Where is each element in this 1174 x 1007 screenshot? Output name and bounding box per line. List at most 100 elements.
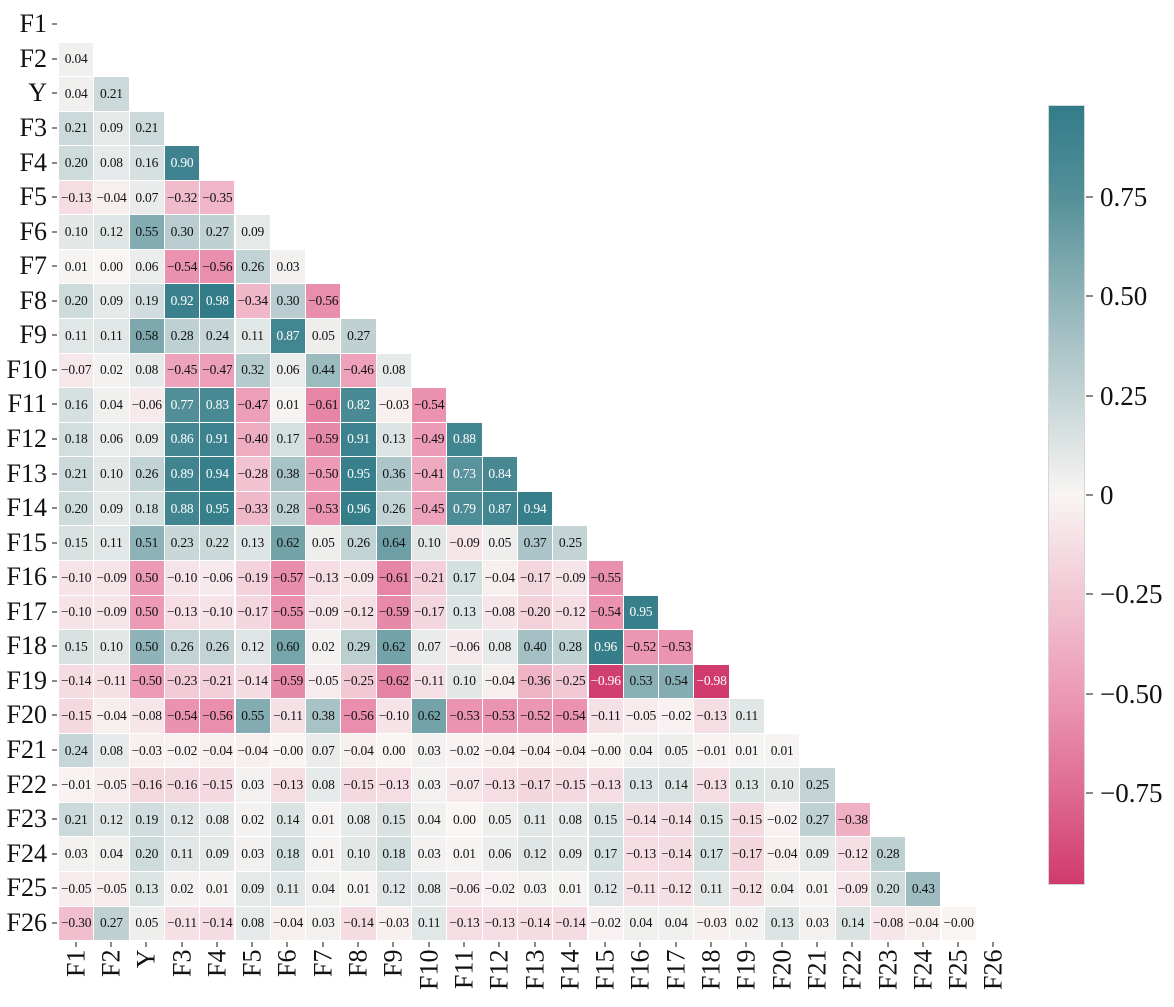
- x-tick-mark: [145, 942, 148, 948]
- y-tick-label: F18: [6, 631, 47, 661]
- y-tick-label: F21: [6, 735, 47, 765]
- x-tick-label: F9: [378, 949, 408, 978]
- heatmap-cell: −0.23: [163, 663, 201, 700]
- heatmap-cell: 0.27: [799, 801, 836, 838]
- heatmap-cell: −0.62: [375, 663, 412, 700]
- heatmap-cell: 0.05: [305, 318, 342, 354]
- heatmap-cell: −0.04: [199, 732, 236, 769]
- heatmap-cell: 0.02: [728, 905, 765, 942]
- y-tick-label: F2: [19, 43, 47, 73]
- x-tick-mark: [251, 942, 254, 948]
- heatmap-cell: −0.09: [340, 559, 377, 596]
- x-tick-label: F12: [484, 949, 514, 991]
- heatmap-cell: 0.00: [446, 801, 483, 838]
- heatmap-cell: −0.07: [446, 767, 483, 803]
- heatmap-cell: 0.12: [516, 836, 554, 872]
- colorbar-tick-mark: [1086, 295, 1093, 298]
- heatmap-cell: 0.13: [128, 871, 165, 907]
- heatmap-cell: −0.19: [234, 559, 271, 596]
- heatmap-cell: 0.30: [269, 283, 307, 320]
- heatmap-cell: 0.17: [446, 559, 483, 596]
- heatmap-cell: −0.13: [481, 905, 518, 942]
- heatmap-cell: 0.50: [128, 559, 165, 596]
- heatmap-cell: −0.10: [58, 594, 95, 631]
- heatmap-cell: −0.17: [411, 594, 448, 631]
- heatmap-cell: 0.07: [411, 629, 448, 665]
- heatmap-cell: 0.14: [834, 905, 871, 942]
- heatmap-cell: −0.13: [163, 594, 201, 631]
- heatmap-cell: −0.05: [622, 698, 660, 734]
- heatmap-cell: 0.09: [552, 836, 589, 872]
- heatmap-cell: −0.13: [446, 905, 483, 942]
- heatmap-cell: −0.09: [446, 525, 483, 561]
- heatmap-cell: 0.24: [58, 732, 95, 769]
- y-tick-mark: [52, 92, 57, 95]
- heatmap-cell: 0.11: [163, 836, 201, 872]
- heatmap-cell: 0.10: [411, 525, 448, 561]
- heatmap-cell: −0.04: [481, 732, 518, 769]
- heatmap-cell: −0.12: [834, 836, 871, 872]
- colorbar-tick-mark: [1086, 494, 1093, 496]
- heatmap-cell: 0.27: [93, 905, 130, 942]
- x-tick-label: F2: [96, 949, 126, 978]
- heatmap-cell: −0.50: [305, 456, 342, 492]
- y-tick-mark: [52, 265, 57, 268]
- heatmap-cell: 0.03: [411, 836, 448, 872]
- heatmap-cell: −0.04: [905, 905, 942, 942]
- heatmap-cell: −0.53: [305, 490, 342, 527]
- heatmap-cell: −0.11: [269, 698, 307, 734]
- x-tick-mark: [321, 942, 324, 948]
- heatmap-cell: 0.37: [516, 525, 554, 561]
- x-tick-mark: [74, 942, 77, 948]
- heatmap-cell: −0.54: [587, 594, 624, 631]
- heatmap-cell: 0.03: [58, 836, 95, 872]
- heatmap-cell: 0.13: [234, 525, 271, 561]
- heatmap-cell: 0.12: [93, 214, 130, 250]
- heatmap-cell: −0.25: [340, 663, 377, 700]
- heatmap-cell: 0.08: [234, 905, 271, 942]
- x-tick-label: F23: [873, 949, 903, 991]
- x-tick-label: F22: [837, 949, 867, 991]
- heatmap-cell: −0.11: [93, 663, 130, 700]
- heatmap-cell: 0.20: [128, 836, 165, 872]
- heatmap-cell: 0.24: [199, 318, 236, 354]
- heatmap-cell: −0.13: [58, 179, 95, 216]
- heatmap-cell: 0.08: [411, 871, 448, 907]
- heatmap-cell: 0.03: [516, 871, 554, 907]
- heatmap-cell: −0.00: [940, 905, 977, 942]
- heatmap-cell: 0.55: [234, 698, 271, 734]
- heatmap-cell: 0.08: [552, 801, 589, 838]
- heatmap-cell: 0.91: [340, 421, 377, 458]
- heatmap-cell: 0.44: [305, 352, 342, 389]
- x-tick-label: F3: [167, 949, 197, 978]
- colorbar-tick-label: −0.50: [1100, 678, 1163, 709]
- y-tick-mark: [52, 783, 57, 786]
- heatmap-cell: 0.60: [269, 629, 307, 665]
- heatmap-cell: 0.84: [481, 456, 518, 492]
- heatmap-cell: −0.46: [340, 352, 377, 389]
- heatmap-cell: −0.14: [234, 663, 271, 700]
- heatmap-cell: −0.15: [199, 767, 236, 803]
- heatmap-cell: 0.38: [269, 456, 307, 492]
- heatmap-cell: 0.43: [905, 871, 942, 907]
- y-tick-label: Y: [28, 78, 47, 108]
- y-tick-mark: [52, 161, 57, 164]
- heatmap-cell: 0.08: [93, 732, 130, 769]
- heatmap-cell: 0.04: [58, 41, 95, 78]
- heatmap-cell: −0.59: [305, 421, 342, 458]
- heatmap-cell: 0.82: [340, 387, 377, 423]
- heatmap-cell: 0.03: [305, 905, 342, 942]
- heatmap-cell: 0.08: [93, 145, 130, 181]
- x-tick-mark: [780, 942, 783, 948]
- heatmap-cell: 0.06: [128, 248, 165, 285]
- heatmap-cell: −0.55: [269, 594, 307, 631]
- heatmap-cell: 0.53: [622, 663, 660, 700]
- x-tick-label: F8: [343, 949, 373, 978]
- heatmap-cell: −0.04: [481, 559, 518, 596]
- heatmap-cell: −0.56: [305, 283, 342, 320]
- colorbar-tick-mark: [1086, 593, 1093, 596]
- heatmap-cell: −0.13: [693, 698, 730, 734]
- heatmap-cell: 0.30: [163, 214, 201, 250]
- y-tick-mark: [52, 230, 57, 233]
